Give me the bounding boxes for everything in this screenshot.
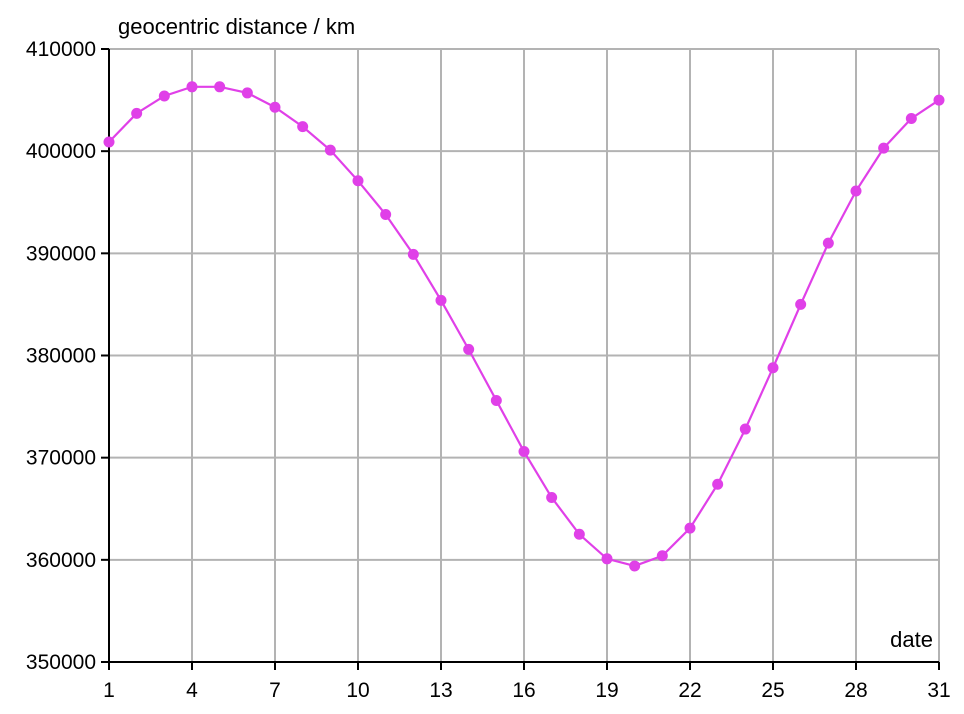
- data-point: [352, 175, 364, 187]
- x-tick-label: 13: [429, 679, 452, 702]
- data-point: [158, 90, 170, 102]
- y-tick-label: 380000: [26, 345, 96, 368]
- x-tick-label: 1: [103, 679, 115, 702]
- data-point: [795, 298, 807, 310]
- data-point: [380, 209, 392, 221]
- data-point: [131, 107, 143, 119]
- y-tick-label: 350000: [26, 651, 96, 674]
- data-point: [656, 550, 668, 562]
- data-point: [573, 528, 585, 540]
- data-point: [463, 343, 475, 355]
- data-point: [269, 101, 281, 113]
- data-point: [822, 237, 834, 249]
- data-point: [767, 362, 779, 374]
- data-point: [186, 81, 198, 93]
- data-point: [490, 394, 502, 406]
- data-point: [629, 560, 641, 572]
- data-point: [850, 185, 862, 197]
- x-tick-label: 22: [678, 679, 701, 702]
- data-point: [601, 553, 613, 565]
- x-tick-label: 25: [761, 679, 784, 702]
- data-point: [214, 81, 226, 93]
- x-tick-label: 10: [346, 679, 369, 702]
- data-point: [712, 478, 724, 490]
- x-tick-label: 28: [844, 679, 867, 702]
- data-point: [518, 446, 530, 458]
- tick-labels: 350000 360000 370000 380000 390000 400000 4100…: [26, 38, 951, 702]
- data-point: [905, 112, 917, 124]
- axes: [101, 48, 940, 670]
- y-axis-title: geocentric distance / km: [118, 14, 355, 39]
- series: [103, 81, 945, 572]
- y-tick-label: 400000: [26, 140, 96, 163]
- grid: [109, 48, 940, 662]
- data-point: [933, 94, 945, 106]
- data-point: [435, 294, 447, 306]
- data-point: [878, 142, 890, 154]
- x-axis-title: date: [890, 627, 933, 652]
- data-point: [739, 423, 751, 435]
- y-tick-label: 390000: [26, 242, 96, 265]
- x-tick-label: 16: [512, 679, 535, 702]
- data-point: [103, 136, 115, 148]
- x-tick-label: 19: [595, 679, 618, 702]
- data-point: [684, 522, 696, 534]
- data-point: [407, 248, 419, 260]
- data-point: [324, 144, 336, 156]
- x-tick-label: 7: [269, 679, 281, 702]
- y-tick-label: 370000: [26, 447, 96, 470]
- data-point: [546, 492, 558, 504]
- x-tick-label: 31: [927, 679, 950, 702]
- data-point: [297, 121, 309, 133]
- y-tick-label: 410000: [26, 38, 96, 61]
- data-point: [241, 87, 253, 99]
- y-tick-label: 360000: [26, 549, 96, 572]
- x-tick-label: 4: [186, 679, 198, 702]
